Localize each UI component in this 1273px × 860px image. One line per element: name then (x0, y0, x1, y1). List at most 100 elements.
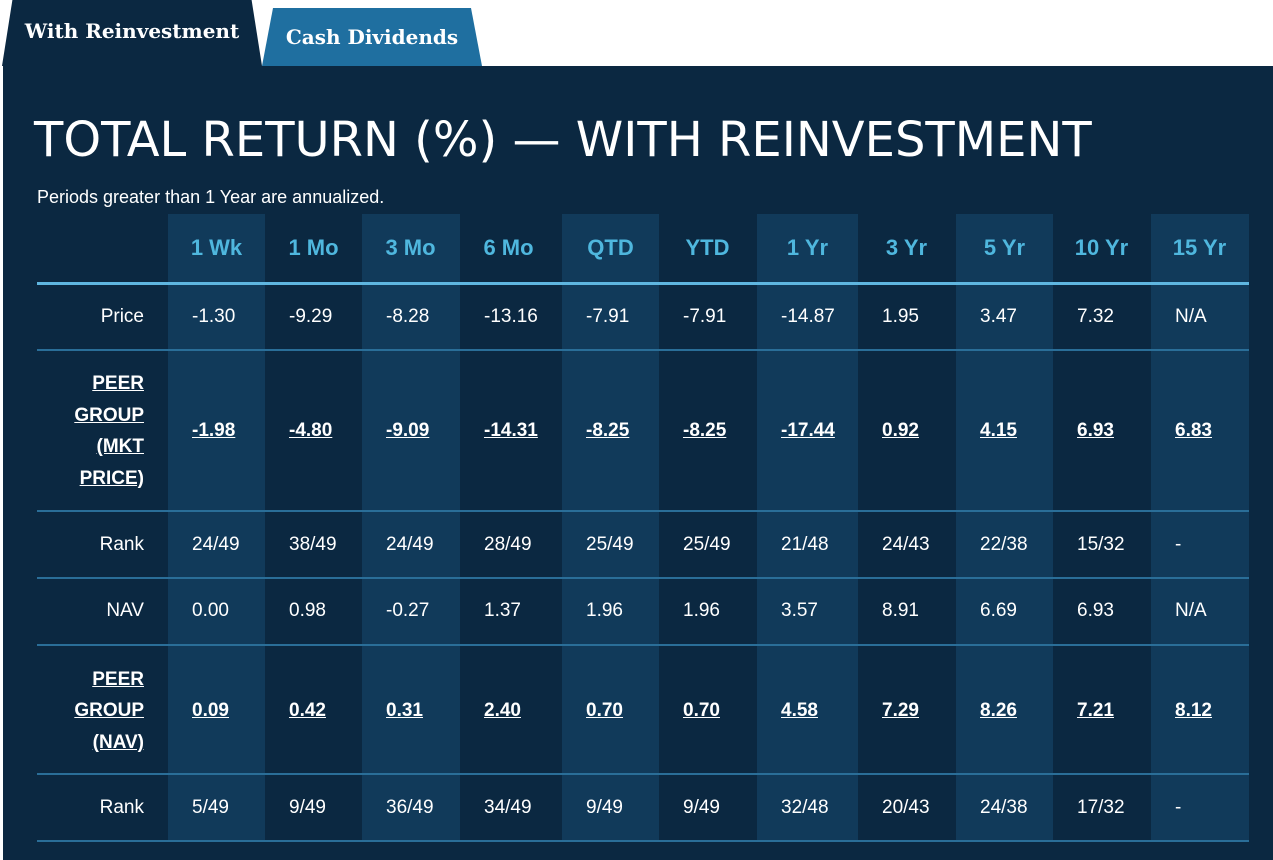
peer-group-value-link[interactable]: 4.15 (980, 420, 1017, 441)
shaded-column (1151, 214, 1249, 840)
table-cell: 36/49 (386, 797, 434, 818)
column-header: 6 Mo (483, 235, 534, 260)
tab-cash-dividends-label: Cash Dividends (285, 25, 459, 49)
table-cell: 1.96 (586, 600, 623, 621)
table-cell: -0.27 (386, 600, 430, 621)
row-label: Rank (99, 534, 144, 555)
table-cell: 15/32 (1077, 534, 1125, 555)
row-label-line: GROUP (74, 404, 144, 426)
peer-group-link[interactable]: PEER GROUP (NAV) (37, 664, 144, 759)
row-divider (37, 349, 1249, 351)
peer-group-value-link[interactable]: 0.09 (192, 700, 229, 721)
table-cell: N/A (1175, 600, 1207, 621)
shaded-column (362, 214, 460, 840)
table-cell: 1.95 (882, 306, 919, 327)
peer-group-value-link[interactable]: 6.83 (1175, 420, 1212, 441)
peer-group-value-link[interactable]: 8.12 (1175, 700, 1212, 721)
row-divider (37, 577, 1249, 579)
table-cell: -7.91 (586, 306, 630, 327)
table-cell: 3.47 (980, 306, 1017, 327)
row-label: Price (100, 306, 144, 327)
table-cell: 5/49 (192, 797, 229, 818)
header-divider (37, 282, 1249, 285)
table-cell: 24/49 (192, 534, 240, 555)
table-cell: 24/38 (980, 797, 1028, 818)
table-cell: -1.30 (192, 306, 236, 327)
page-title: TOTAL RETURN (%) — WITH REINVESTMENT (34, 112, 1092, 168)
table-cell: 22/38 (980, 534, 1028, 555)
peer-group-value-link[interactable]: 0.70 (586, 700, 623, 721)
row-label-line: (MKT (96, 436, 144, 457)
shaded-column (562, 214, 659, 840)
table-cell: 9/49 (683, 797, 720, 818)
peer-group-link[interactable]: PEER GROUP (MKT PRICE) (37, 368, 144, 494)
peer-group-value-link[interactable]: 7.29 (882, 700, 919, 721)
table-cell: 6.69 (980, 600, 1017, 621)
table-cell: 0.98 (289, 600, 326, 621)
column-header: QTD (587, 235, 634, 260)
table-cell: 6.93 (1077, 600, 1114, 621)
column-header: 3 Mo (385, 235, 436, 260)
row-label-line: PEER (92, 373, 144, 394)
row-divider (37, 644, 1249, 646)
peer-group-value-link[interactable]: -8.25 (683, 420, 727, 441)
table-cell: 38/49 (289, 534, 337, 555)
peer-group-value-link[interactable]: -1.98 (192, 420, 236, 441)
table-cell: 17/32 (1077, 797, 1125, 818)
annualized-note: Periods greater than 1 Year are annualiz… (37, 187, 385, 207)
table-cell: -13.16 (484, 306, 538, 327)
tab-with-reinvestment-label: With Reinvestment (24, 19, 240, 43)
peer-group-value-link[interactable]: -4.80 (289, 420, 333, 441)
table-cell: - (1175, 534, 1182, 555)
table-cell: 9/49 (289, 797, 326, 818)
peer-group-value-link[interactable]: 8.26 (980, 700, 1017, 721)
table-cell: 28/49 (484, 534, 532, 555)
table-cell: -14.87 (781, 306, 835, 327)
peer-group-value-link[interactable]: 2.40 (484, 700, 521, 721)
column-header: 1 Wk (190, 235, 243, 260)
tab-with-reinvestment[interactable]: With Reinvestment (2, 0, 262, 66)
table-cell: -9.29 (289, 306, 333, 327)
table-cell: 20/43 (882, 797, 930, 818)
table-cell: 32/48 (781, 797, 829, 818)
table-cell: 34/49 (484, 797, 532, 818)
shaded-column (757, 214, 858, 840)
peer-group-value-link[interactable]: 7.21 (1077, 700, 1114, 721)
peer-group-value-link[interactable]: -14.31 (484, 420, 538, 441)
table-cell: 7.32 (1077, 306, 1114, 327)
table-cell: 25/49 (683, 534, 731, 555)
peer-group-value-link[interactable]: 0.92 (882, 420, 919, 441)
row-label: Rank (99, 797, 144, 818)
table-cell: 24/49 (386, 534, 434, 555)
peer-group-value-link[interactable]: -8.25 (586, 420, 630, 441)
column-header: YTD (685, 235, 730, 260)
column-header: 3 Yr (885, 235, 928, 260)
row-label: NAV (106, 600, 144, 621)
tab-cash-dividends[interactable]: Cash Dividends (262, 8, 482, 66)
table-cell: -8.28 (386, 306, 430, 327)
column-header: 5 Yr (983, 235, 1026, 260)
table-cell: - (1175, 797, 1182, 818)
peer-group-value-link[interactable]: -17.44 (781, 420, 835, 441)
peer-group-value-link[interactable]: 0.31 (386, 700, 423, 721)
column-header: 1 Mo (288, 235, 339, 260)
table-cell: N/A (1175, 306, 1207, 327)
table-cell: 25/49 (586, 534, 634, 555)
column-header: 15 Yr (1172, 235, 1227, 260)
shaded-column (956, 214, 1053, 840)
table-cell: 1.37 (484, 600, 521, 621)
peer-group-value-link[interactable]: 0.70 (683, 700, 720, 721)
peer-group-value-link[interactable]: 6.93 (1077, 420, 1114, 441)
table-cell: -7.91 (683, 306, 727, 327)
row-divider (37, 773, 1249, 775)
table-cell: 21/48 (781, 534, 829, 555)
column-header: 1 Yr (786, 235, 829, 260)
table-cell: 9/49 (586, 797, 623, 818)
row-label-line: (NAV) (92, 731, 144, 753)
peer-group-value-link[interactable]: -9.09 (386, 420, 430, 441)
table-cell: 1.96 (683, 600, 720, 621)
column-header: 10 Yr (1074, 235, 1129, 260)
peer-group-value-link[interactable]: 4.58 (781, 700, 818, 721)
peer-group-value-link[interactable]: 0.42 (289, 700, 326, 721)
row-label-line: GROUP (74, 700, 144, 722)
